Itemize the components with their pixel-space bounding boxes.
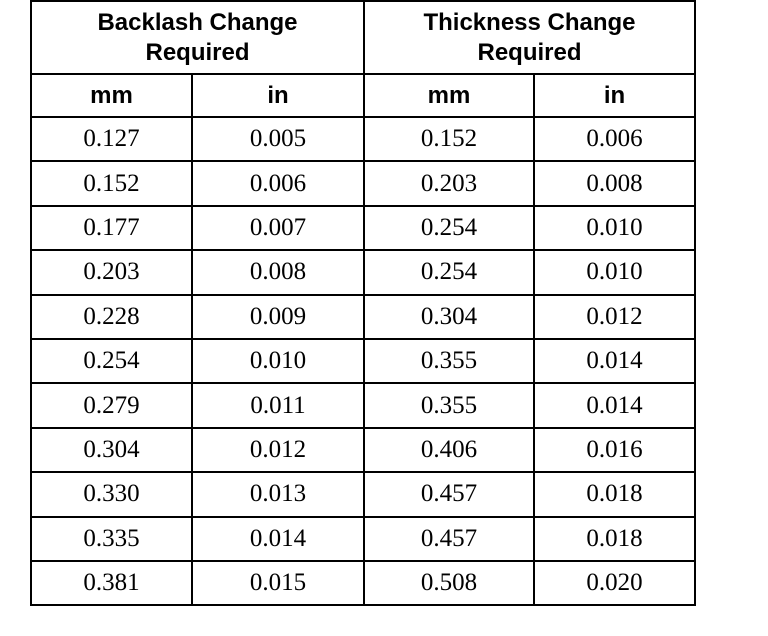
- unit-header: mm: [363, 73, 535, 118]
- cell: 0.010: [533, 249, 696, 296]
- cell: 0.254: [363, 249, 535, 296]
- cell: 0.016: [533, 426, 696, 474]
- cell: 0.012: [191, 426, 365, 474]
- data-row: 0.381 0.015 0.508 0.020: [30, 559, 696, 607]
- cell: 0.304: [363, 293, 535, 340]
- cell: 0.014: [191, 515, 365, 562]
- data-row: 0.127 0.005 0.152 0.006: [30, 115, 696, 163]
- cell: 0.355: [363, 382, 535, 429]
- cell: 0.203: [363, 160, 535, 207]
- cell: 0.177: [30, 204, 193, 252]
- cell: 0.254: [30, 337, 193, 385]
- unit-header: in: [191, 73, 365, 118]
- cell: 0.008: [533, 160, 696, 207]
- cell: 0.508: [363, 559, 535, 607]
- cell: 0.203: [30, 249, 193, 296]
- cell: 0.381: [30, 559, 193, 607]
- cell: 0.335: [30, 515, 193, 562]
- cell: 0.018: [533, 515, 696, 562]
- cell: 0.279: [30, 382, 193, 429]
- data-row: 0.228 0.009 0.304 0.012: [30, 293, 696, 340]
- cell: 0.152: [30, 160, 193, 207]
- data-table: Backlash Change Required Thickness Change…: [30, 0, 696, 607]
- cell: 0.015: [191, 559, 365, 607]
- cell: 0.018: [533, 471, 696, 518]
- cell: 0.011: [191, 382, 365, 429]
- cell: 0.228: [30, 293, 193, 340]
- cell: 0.008: [191, 249, 365, 296]
- data-row: 0.152 0.006 0.203 0.008: [30, 160, 696, 207]
- cell: 0.304: [30, 426, 193, 474]
- unit-row: mm in mm in: [30, 73, 696, 118]
- group-header: Thickness Change Required: [363, 0, 696, 75]
- cell: 0.330: [30, 471, 193, 518]
- group-header: Backlash Change Required: [30, 0, 365, 75]
- header-row: Backlash Change Required Thickness Change…: [30, 0, 696, 75]
- data-row: 0.335 0.014 0.457 0.018: [30, 515, 696, 562]
- cell: 0.005: [191, 115, 365, 163]
- cell: 0.014: [533, 382, 696, 429]
- cell: 0.457: [363, 515, 535, 562]
- cell: 0.457: [363, 471, 535, 518]
- data-row: 0.279 0.011 0.355 0.014: [30, 382, 696, 429]
- cell: 0.014: [533, 337, 696, 385]
- data-row: 0.203 0.008 0.254 0.010: [30, 249, 696, 296]
- data-row: 0.330 0.013 0.457 0.018: [30, 471, 696, 518]
- cell: 0.020: [533, 559, 696, 607]
- data-row: 0.304 0.012 0.406 0.016: [30, 426, 696, 474]
- cell: 0.355: [363, 337, 535, 385]
- cell: 0.406: [363, 426, 535, 474]
- cell: 0.010: [191, 337, 365, 385]
- cell: 0.152: [363, 115, 535, 163]
- cell: 0.009: [191, 293, 365, 340]
- cell: 0.006: [191, 160, 365, 207]
- data-row: 0.177 0.007 0.254 0.010: [30, 204, 696, 252]
- cell: 0.006: [533, 115, 696, 163]
- cell: 0.127: [30, 115, 193, 163]
- cell: 0.007: [191, 204, 365, 252]
- cell: 0.013: [191, 471, 365, 518]
- cell: 0.012: [533, 293, 696, 340]
- unit-header: mm: [30, 73, 193, 118]
- unit-header: in: [533, 73, 696, 118]
- cell: 0.254: [363, 204, 535, 252]
- data-row: 0.254 0.010 0.355 0.014: [30, 337, 696, 385]
- cell: 0.010: [533, 204, 696, 252]
